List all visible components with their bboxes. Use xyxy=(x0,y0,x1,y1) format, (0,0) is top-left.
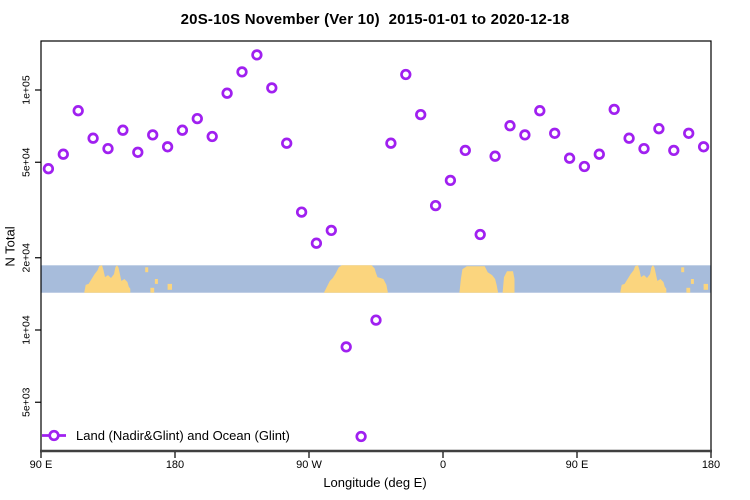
data-point xyxy=(310,237,323,249)
land-solomon-islands xyxy=(145,267,149,273)
data-point xyxy=(444,174,457,187)
data-point xyxy=(504,120,516,132)
data-point xyxy=(132,146,144,158)
land-madagascar xyxy=(502,271,515,293)
land-fiji xyxy=(703,283,708,290)
data-point xyxy=(266,82,278,94)
y-axis-label: N Total xyxy=(2,225,18,267)
data-point xyxy=(102,142,114,155)
land-solomon-islands xyxy=(681,267,685,273)
data-point xyxy=(325,224,337,237)
data-points xyxy=(42,49,710,443)
legend-point xyxy=(48,429,60,442)
y-tick-label: 2e+04 xyxy=(21,243,33,273)
data-point xyxy=(668,144,680,157)
data-point xyxy=(161,141,174,153)
y-tick-label: 1e+04 xyxy=(21,315,33,345)
land-australia xyxy=(84,265,131,293)
land-australia xyxy=(620,265,667,293)
data-point xyxy=(608,103,620,116)
legend-marker xyxy=(42,429,66,442)
data-point xyxy=(206,130,218,143)
data-point xyxy=(281,137,293,149)
data-point xyxy=(653,123,665,135)
data-point xyxy=(534,105,546,117)
x-tick-label: 90 E xyxy=(566,459,589,471)
data-point xyxy=(429,199,442,212)
data-point xyxy=(474,228,486,241)
data-point xyxy=(519,129,531,141)
data-point xyxy=(191,112,203,125)
data-point xyxy=(370,314,382,326)
land-fiji xyxy=(167,283,172,290)
land-vanuatu xyxy=(690,279,694,284)
y-tick-label: 5e+03 xyxy=(21,387,33,417)
data-point xyxy=(117,124,129,136)
data-point xyxy=(236,66,248,78)
data-point xyxy=(72,105,84,117)
data-point xyxy=(593,148,605,160)
data-point xyxy=(295,206,308,218)
data-point xyxy=(340,341,352,353)
data-point xyxy=(683,127,695,139)
data-point xyxy=(176,124,189,136)
land-africa xyxy=(459,266,499,293)
x-tick-label: 0 xyxy=(440,459,446,471)
y-axis-label-container: N Total xyxy=(0,41,20,451)
data-point xyxy=(563,152,576,164)
chart-title: 20S-10S November (Ver 10) 2015-01-01 to … xyxy=(180,11,570,28)
data-point xyxy=(459,144,471,157)
axes: 90 E 180 90 W 0 90 E 180 1e+05 5e+04 2e+04 1e+04 5… xyxy=(21,40,720,471)
data-point xyxy=(57,148,69,160)
x-tick-label: 180 xyxy=(702,459,720,471)
data-point xyxy=(400,68,412,81)
data-point xyxy=(578,160,591,173)
plot-box xyxy=(40,40,712,452)
data-point xyxy=(697,141,710,153)
data-point xyxy=(549,127,561,139)
data-point xyxy=(415,108,427,121)
x-tick-label: 90 W xyxy=(296,459,322,471)
land-new-caledonia xyxy=(686,287,691,293)
data-point xyxy=(638,142,650,155)
y-tick-label: 5e+04 xyxy=(21,147,33,177)
data-point xyxy=(489,150,501,162)
data-point xyxy=(87,132,99,144)
data-point xyxy=(221,87,233,99)
land-new-caledonia xyxy=(150,287,155,293)
data-point xyxy=(147,129,159,141)
land-south-america xyxy=(323,265,388,293)
data-point xyxy=(355,430,367,443)
x-tick-label: 90 E xyxy=(30,459,53,471)
x-tick-label: 180 xyxy=(166,459,184,471)
land-vanuatu xyxy=(154,279,158,284)
map-band xyxy=(41,265,711,293)
data-point xyxy=(251,49,263,61)
y-tick-label: 1e+05 xyxy=(21,75,33,105)
legend-label: Land (Nadir&Glint) and Ocean (Glint) xyxy=(76,428,290,443)
x-axis-label: Longitude (deg E) xyxy=(323,475,427,490)
data-point xyxy=(42,163,55,175)
data-point xyxy=(385,137,397,149)
data-point xyxy=(623,132,635,144)
